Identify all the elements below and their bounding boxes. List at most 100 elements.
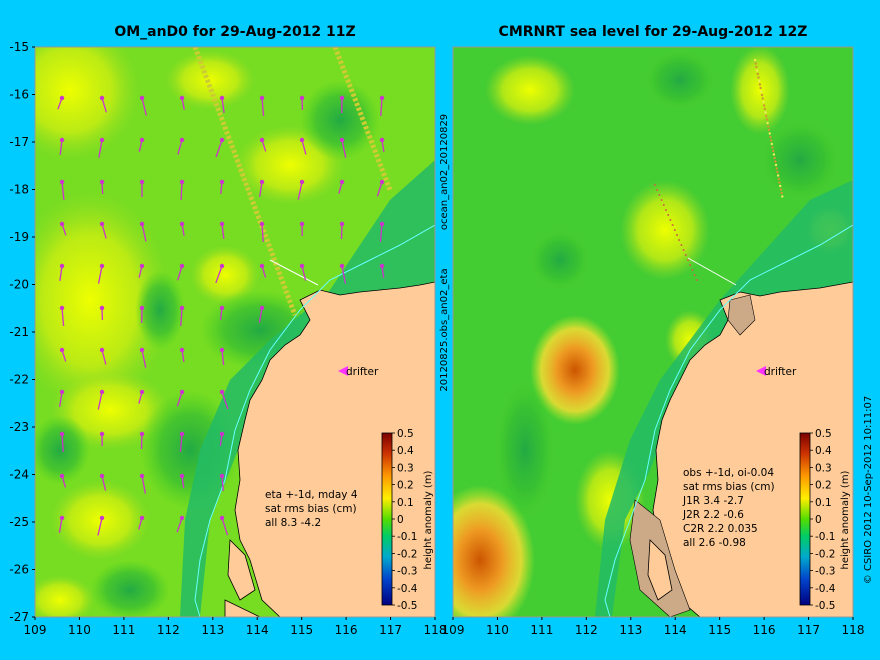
- right-note-line-4: J2R 2.2 -0.6: [682, 509, 744, 521]
- current-arrow-head: [259, 221, 265, 227]
- current-arrow: [261, 97, 265, 116]
- obs-dot: [771, 146, 774, 149]
- current-arrow: [341, 139, 347, 158]
- current-arrow: [301, 139, 307, 155]
- obs-dot: [772, 153, 776, 156]
- right-satellite-obs-dots: [654, 58, 784, 281]
- current-arrow: [259, 181, 263, 197]
- obs-dot: [780, 191, 783, 195]
- current-arrow: [180, 181, 183, 201]
- obs-dot: [757, 76, 760, 79]
- current-arrow: [98, 139, 103, 158]
- left-map-panel: OM_anD0 for 29-Aug-2012 11Z: [9, 24, 446, 637]
- lat-tick-label: -27: [9, 610, 29, 624]
- current-arrow-head: [59, 347, 65, 353]
- current-arrow: [176, 265, 183, 281]
- current-arrow: [140, 433, 143, 450]
- current-arrow-head: [99, 263, 105, 269]
- current-arrow: [341, 265, 347, 284]
- current-arrow-head: [139, 95, 145, 101]
- obs-dot: [667, 214, 670, 216]
- current-arrow-head: [99, 221, 105, 227]
- left-satellite-track-a: [192, 47, 298, 316]
- current-arrow: [258, 307, 263, 323]
- colorbar-tick-label: 0.3: [397, 462, 414, 474]
- current-arrow-head: [259, 305, 265, 311]
- current-arrow: [61, 433, 64, 453]
- obs-dot: [779, 188, 783, 191]
- right-note-line-2: sat rms bias (cm): [683, 481, 775, 493]
- current-arrow: [215, 139, 223, 158]
- obs-dot: [769, 135, 772, 139]
- colorbar-tick-label: -0.1: [397, 531, 418, 543]
- current-arrow: [101, 97, 108, 113]
- colorbar-tick-label: 0.4: [397, 445, 414, 457]
- right-notes: obs +-1d, oi-0.04 sat rms bias (cm) J1R …: [682, 467, 775, 549]
- current-arrow-head: [179, 431, 185, 437]
- current-arrow-head: [339, 95, 345, 101]
- obs-dot: [776, 170, 779, 174]
- lon-tick-label: 116: [753, 623, 776, 637]
- current-arrow-head: [219, 389, 225, 395]
- current-arrow: [97, 265, 103, 284]
- obs-dot: [660, 199, 663, 201]
- left-drifter-label: drifter: [346, 366, 379, 378]
- obs-dot: [656, 189, 659, 191]
- obs-dot: [693, 274, 696, 276]
- current-arrow: [297, 181, 303, 200]
- current-arrow-head: [379, 263, 385, 269]
- left-colorbar-label: height anomaly (m): [423, 470, 434, 569]
- obs-dot: [773, 156, 776, 160]
- current-arrow-head: [219, 95, 225, 101]
- current-arrow-head: [299, 137, 305, 143]
- current-arrow: [141, 475, 147, 494]
- colorbar-tick-label: -0.2: [397, 548, 418, 560]
- colorbar-tick-label: -0.3: [815, 566, 836, 578]
- current-arrow-head: [379, 95, 385, 101]
- obs-dot: [774, 160, 777, 163]
- current-arrow: [61, 181, 65, 200]
- left-satellite-track-b: [332, 47, 393, 191]
- current-arrow: [379, 223, 383, 242]
- lat-tick-label: -19: [9, 230, 29, 244]
- obs-dot: [756, 72, 759, 76]
- current-arrow-head: [59, 473, 65, 479]
- right-coast-line: [604, 224, 853, 617]
- left-lon-axis: 109 110 111 112 113 114 115 116 117 118: [24, 617, 446, 637]
- current-arrow: [380, 97, 383, 117]
- colorbar-tick-label: -0.3: [397, 566, 418, 578]
- lon-tick-label: 110: [486, 623, 509, 637]
- colorbar-tick-label: 0.4: [815, 445, 832, 457]
- obs-dot: [753, 58, 757, 62]
- current-arrow: [101, 223, 107, 239]
- obs-dot: [676, 234, 678, 236]
- obs-dot: [779, 184, 782, 188]
- colorbar-tick-label: 0.2: [815, 480, 832, 492]
- colorbar-tick-label: -0.4: [397, 583, 418, 595]
- obs-dot: [762, 104, 766, 107]
- current-arrow: [97, 517, 103, 536]
- obs-dot: [654, 184, 656, 186]
- current-arrow-head: [139, 137, 145, 143]
- current-arrow-head: [219, 137, 225, 143]
- obs-dot: [665, 209, 667, 211]
- lon-tick-label: 109: [24, 623, 47, 637]
- current-arrow-head: [219, 515, 225, 521]
- right-drifter-label: drifter: [764, 366, 797, 378]
- lon-tick-label: 114: [664, 623, 687, 637]
- current-arrow-head: [299, 221, 305, 227]
- obs-dot: [682, 249, 685, 251]
- obs-dot: [781, 195, 784, 198]
- obs-dot: [684, 254, 687, 256]
- obs-dot: [763, 107, 766, 111]
- current-arrow: [61, 307, 65, 326]
- current-arrow-head: [219, 179, 225, 185]
- current-arrow: [59, 139, 63, 155]
- current-arrow-head: [99, 305, 105, 311]
- lon-tick-label: 113: [619, 623, 642, 637]
- current-arrow: [301, 265, 307, 281]
- current-arrow-head: [99, 389, 105, 395]
- current-arrow: [221, 349, 225, 365]
- current-arrow: [58, 517, 63, 533]
